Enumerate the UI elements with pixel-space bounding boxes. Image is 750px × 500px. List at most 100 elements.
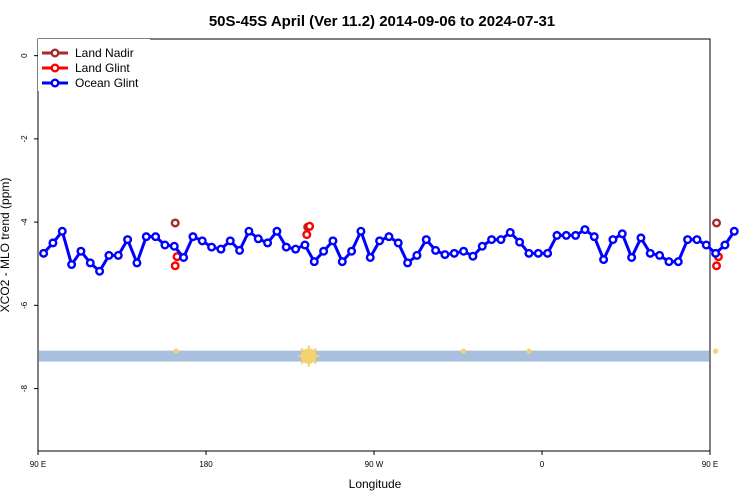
data-point-ocean-glint [683,235,693,245]
data-point-ocean-glint [244,226,254,236]
data-point-ocean-glint [524,248,534,258]
data-point-ocean-glint [664,257,674,267]
data-point-ocean-glint [188,232,198,242]
x-axis-label: Longitude [349,477,402,491]
footer-band-marker-ray [300,355,310,365]
data-point-ocean-glint [449,248,459,258]
data-point-ocean-glint [132,258,142,268]
data-point-ocean-glint [729,226,739,236]
legend-marker [50,48,60,58]
data-point-ocean-glint [197,236,207,246]
data-point-ocean-glint [487,235,497,245]
legend-label: Land Nadir [75,46,134,60]
data-point-ocean-glint [141,232,151,242]
data-point-ocean-glint [561,230,571,240]
data-point-land-nadir [712,218,722,228]
data-point-ocean-glint [356,226,366,236]
data-point-ocean-glint [76,246,86,256]
data-point-ocean-glint [319,246,329,256]
data-point-ocean-glint [543,248,553,258]
series-layer [39,218,739,276]
data-point-ocean-glint [673,257,683,267]
data-point-ocean-glint [533,248,543,258]
data-point-ocean-glint [440,250,450,260]
footer-band-marker-ray [300,347,310,357]
data-point-land-glint [712,261,722,271]
footer-band-marker [713,348,719,354]
y-tick-label: -2 [20,135,29,143]
data-point-ocean-glint [328,236,338,246]
data-point-ocean-glint [337,257,347,267]
footer-band [39,345,719,367]
data-point-ocean-glint [608,235,618,245]
data-point-land-nadir [170,218,180,228]
data-point-ocean-glint [39,248,49,258]
x-tick-label: 180 [199,460,213,469]
data-point-ocean-glint [291,244,301,254]
data-point-ocean-glint [477,241,487,251]
data-point-ocean-glint [552,230,562,240]
footer-band-marker-ray [307,347,318,357]
data-point-ocean-glint [300,240,310,250]
data-point-ocean-glint [95,266,105,276]
data-point-ocean-glint [375,236,385,246]
data-point-ocean-glint [67,260,77,270]
data-point-ocean-glint [692,235,702,245]
data-point-ocean-glint [515,237,525,247]
legend-marker [50,63,60,73]
data-point-ocean-glint [720,240,730,250]
data-point-ocean-glint [235,245,245,255]
y-tick-label: -6 [20,301,29,309]
data-point-land-glint [170,261,180,271]
x-tick-label: 90 W [365,460,384,469]
y-tick-label: 0 [20,53,29,58]
data-point-ocean-glint [599,255,609,265]
data-point-ocean-glint [431,245,441,255]
data-point-ocean-glint [711,248,721,258]
data-point-ocean-glint [636,233,646,243]
data-point-ocean-glint [580,225,590,235]
data-point-ocean-glint [263,238,273,248]
footer-band-bar [39,350,709,362]
data-point-ocean-glint [57,226,67,236]
x-tick-label: 90 E [702,460,718,469]
legend-marker [50,78,60,88]
data-point-land-glint [305,221,315,231]
data-point-ocean-glint [207,242,217,252]
data-point-ocean-glint [253,234,263,244]
data-point-ocean-glint [216,244,226,254]
data-point-ocean-glint [701,240,711,250]
y-tick-label: -4 [20,218,29,226]
data-point-ocean-glint [589,232,599,242]
data-point-land-glint [302,230,312,240]
data-point-ocean-glint [104,250,114,260]
data-point-ocean-glint [179,252,189,262]
data-point-ocean-glint [85,258,95,268]
data-point-ocean-glint [459,246,469,256]
data-point-ocean-glint [169,241,179,251]
data-point-ocean-glint [627,252,637,262]
data-point-ocean-glint [160,240,170,250]
data-point-ocean-glint [645,248,655,258]
footer-band-marker [461,348,467,354]
data-point-ocean-glint [225,236,235,246]
data-point-ocean-glint [384,232,394,242]
data-point-ocean-glint [309,257,319,267]
footer-band-marker [173,348,179,354]
x-tick-label: 0 [540,460,545,469]
data-point-ocean-glint [393,238,403,248]
chart-title: 50S-45S April (Ver 11.2) 2014-09-06 to 2… [209,13,555,30]
y-tick-label: -8 [20,384,29,392]
x-tick-label: 90 E [30,460,46,469]
data-point-ocean-glint [347,246,357,256]
footer-band-marker-ray [307,355,318,365]
data-point-ocean-glint [151,232,161,242]
data-point-ocean-glint [496,235,506,245]
data-point-ocean-glint [365,252,375,262]
data-point-ocean-glint [571,230,581,240]
data-point-ocean-glint [505,228,515,238]
data-point-ocean-glint [113,250,123,260]
data-point-ocean-glint [272,226,282,236]
